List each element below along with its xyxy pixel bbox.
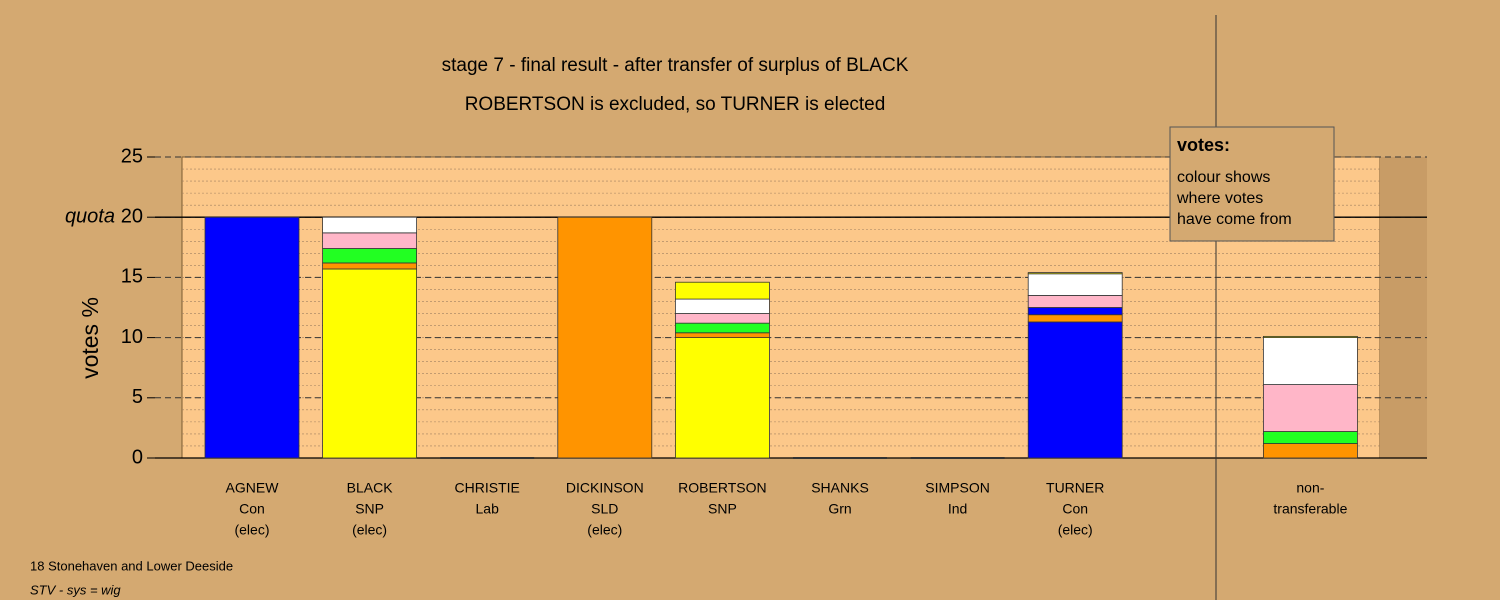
x-tick-label: (elec) — [234, 522, 269, 538]
x-tick-label: Grn — [828, 501, 851, 517]
bar-segment — [1263, 384, 1358, 432]
footnote: 18 Stonehaven and Lower Deeside — [30, 558, 233, 573]
x-tick-label: CHRISTIE — [455, 480, 520, 496]
bar-segment — [675, 313, 770, 324]
y-tick-label: 0 — [132, 446, 143, 468]
bar-segment — [1027, 321, 1123, 459]
x-tick-label: TURNER — [1046, 480, 1104, 496]
plot-strip — [1380, 157, 1427, 458]
x-tick-label: Ind — [948, 501, 967, 517]
x-tick-label: SLD — [591, 501, 618, 517]
quota-label: quota — [65, 205, 115, 227]
y-tick-label: 15 — [121, 266, 143, 288]
y-tick-label: 20 — [121, 205, 143, 227]
bar-segment — [322, 268, 418, 459]
x-tick-label: SIMPSON — [925, 480, 990, 496]
chart-title: stage 7 - final result - after transfer … — [442, 55, 909, 76]
bar-segment — [1263, 335, 1358, 338]
bar-segment — [1027, 314, 1123, 323]
x-tick-label: Con — [1062, 501, 1088, 517]
y-tick-label: 25 — [121, 145, 143, 167]
bar-segment — [1027, 307, 1123, 316]
bar-segment — [675, 298, 770, 314]
bar-segment — [1027, 273, 1123, 296]
bar-segment — [675, 322, 770, 334]
x-tick-label: BLACK — [347, 480, 394, 496]
y-tick-label: 5 — [132, 386, 143, 408]
x-tick-label: (elec) — [1058, 522, 1093, 538]
bar-segment — [322, 232, 418, 249]
y-tick-label: 10 — [121, 326, 143, 348]
bar-segment — [1027, 272, 1123, 275]
x-tick-label: SNP — [708, 501, 737, 517]
x-tick-label: transferable — [1273, 501, 1347, 517]
x-tick-label: SHANKS — [811, 480, 869, 496]
legend-text: have come from — [1177, 211, 1292, 228]
legend-text: colour shows — [1177, 169, 1270, 186]
bar-segment — [675, 281, 770, 300]
x-tick-label: non- — [1296, 480, 1324, 496]
legend-box — [1169, 126, 1335, 242]
bar-segment — [675, 337, 770, 459]
x-tick-label: DICKINSON — [566, 480, 644, 496]
footnote: STV - sys = wig — [30, 582, 121, 597]
x-tick-label: ROBERTSON — [678, 480, 766, 496]
bar-segment — [1027, 295, 1123, 308]
x-tick-label: Con — [239, 501, 265, 517]
x-tick-label: (elec) — [587, 522, 622, 538]
bar-segment — [557, 216, 653, 459]
bar-segment — [1263, 337, 1358, 385]
bar-segment — [675, 332, 770, 338]
legend-text: where votes — [1176, 190, 1263, 207]
bars — [204, 216, 1358, 459]
bar-segment — [204, 216, 300, 459]
bar-segment — [322, 248, 418, 264]
x-tick-label: SNP — [355, 501, 384, 517]
legend-title: votes: — [1177, 135, 1230, 155]
bar-segment — [322, 216, 418, 234]
chart-subtitle: ROBERTSON is excluded, so TURNER is elec… — [465, 94, 886, 115]
x-tick-label: Lab — [476, 501, 500, 517]
y-axis-label: votes % — [77, 297, 103, 379]
x-tick-label: (elec) — [352, 522, 387, 538]
legend: votes: colour shows where votes have com… — [1169, 126, 1335, 242]
bar-segment — [322, 262, 418, 270]
bar-segment — [1263, 431, 1358, 444]
x-tick-label: AGNEW — [226, 480, 280, 496]
bar-segment — [1263, 443, 1358, 459]
